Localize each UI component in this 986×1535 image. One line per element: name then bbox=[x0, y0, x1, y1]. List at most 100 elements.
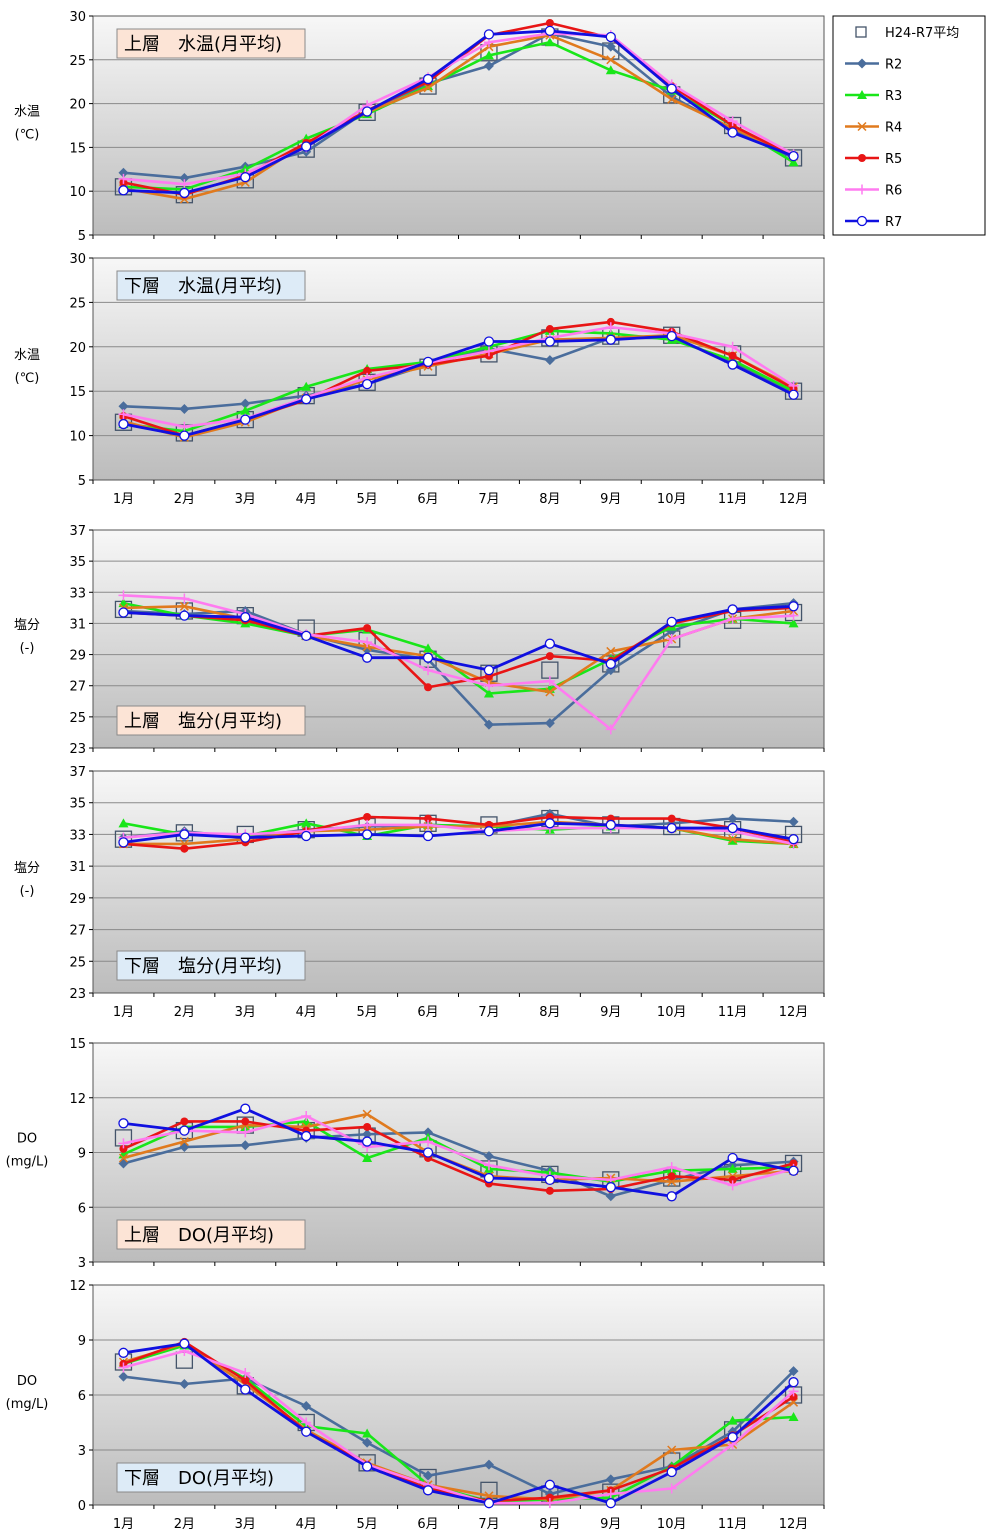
data-point bbox=[789, 1159, 798, 1168]
data-point bbox=[666, 1483, 677, 1494]
x-tick-label: 4月 bbox=[296, 1005, 317, 1020]
data-point bbox=[361, 378, 373, 390]
data-point bbox=[727, 341, 738, 352]
data-point bbox=[179, 1137, 189, 1147]
legend-marker bbox=[857, 121, 867, 132]
data-point bbox=[240, 612, 251, 623]
data-point bbox=[605, 1191, 616, 1202]
data-point bbox=[788, 151, 799, 162]
chart-title-box bbox=[116, 705, 306, 736]
y-axis-label: 水温 bbox=[14, 105, 40, 120]
data-point bbox=[544, 638, 556, 649]
data-point bbox=[544, 25, 556, 37]
y-tick-label: 29 bbox=[69, 649, 86, 664]
series-line bbox=[123, 325, 795, 429]
data-point bbox=[788, 618, 799, 628]
series-line bbox=[123, 32, 795, 180]
series-line bbox=[123, 601, 794, 695]
data-point bbox=[483, 1160, 494, 1171]
data-point bbox=[544, 336, 556, 347]
y-axis-label: (mg/L) bbox=[6, 1397, 49, 1412]
chart-title: 下層 塩分(月平均) bbox=[124, 956, 282, 977]
data-point bbox=[483, 50, 494, 60]
x-tick-label: 11月 bbox=[718, 1517, 748, 1532]
data-point bbox=[240, 172, 251, 183]
data-point bbox=[424, 814, 433, 823]
legend: H24-R7平均 R2 R3 R4 R5 R6 R7 bbox=[832, 15, 986, 236]
data-point bbox=[240, 405, 251, 415]
data-point bbox=[240, 1127, 251, 1138]
data-point bbox=[728, 834, 738, 844]
data-point bbox=[362, 1109, 372, 1119]
data-point bbox=[605, 31, 616, 43]
data-point bbox=[545, 19, 554, 28]
data-point bbox=[788, 157, 799, 167]
x-tick-label: 5月 bbox=[356, 1517, 377, 1532]
series-r7 bbox=[118, 25, 799, 199]
data-point bbox=[118, 818, 129, 828]
data-point bbox=[361, 1136, 373, 1147]
y-tick-label: 10 bbox=[69, 185, 86, 200]
y-tick-label: 23 bbox=[69, 742, 86, 757]
data-point bbox=[118, 837, 129, 848]
data-point bbox=[727, 1180, 738, 1191]
legend-item: R5 bbox=[845, 152, 902, 167]
data-point bbox=[788, 816, 799, 827]
data-point bbox=[301, 1417, 312, 1428]
data-point bbox=[483, 688, 494, 698]
data-point bbox=[788, 380, 799, 391]
data-point bbox=[605, 1182, 616, 1193]
data-point bbox=[727, 1432, 738, 1443]
data-point bbox=[180, 844, 189, 853]
data-point bbox=[727, 127, 738, 138]
chart-title: 上層 水温(月平均) bbox=[124, 34, 282, 55]
series-line bbox=[123, 334, 795, 438]
data-point bbox=[118, 590, 129, 601]
data-point bbox=[180, 1117, 189, 1126]
data-point bbox=[728, 351, 737, 360]
data-point bbox=[240, 1368, 251, 1378]
x-tick-label: 5月 bbox=[356, 492, 377, 507]
x-tick-label: 12月 bbox=[779, 492, 809, 507]
data-point bbox=[301, 141, 312, 152]
series-line bbox=[123, 1342, 795, 1505]
data-point bbox=[361, 652, 373, 663]
data-point bbox=[361, 1461, 373, 1472]
data-point bbox=[301, 630, 312, 642]
y-tick-label: 33 bbox=[69, 586, 86, 601]
x-tick-label: 8月 bbox=[539, 1517, 560, 1532]
data-point bbox=[605, 322, 616, 333]
chart-title: 下層 水温(月平均) bbox=[124, 276, 282, 297]
data-point bbox=[118, 1371, 129, 1382]
series-r7 bbox=[118, 330, 799, 441]
y-axis-label: 水温 bbox=[14, 348, 40, 363]
data-point bbox=[483, 336, 495, 347]
data-point bbox=[544, 818, 556, 829]
data-point bbox=[240, 398, 251, 409]
data-point bbox=[545, 687, 555, 697]
y-tick-label: 12 bbox=[69, 1279, 86, 1294]
series-line bbox=[123, 594, 794, 731]
legend-label: R3 bbox=[885, 89, 902, 104]
data-point bbox=[179, 179, 190, 190]
data-point bbox=[118, 1362, 129, 1373]
data-point bbox=[666, 822, 677, 834]
data-point bbox=[301, 1401, 312, 1411]
x-tick-label: 12月 bbox=[779, 1005, 809, 1020]
y-tick-label: 3 bbox=[78, 1444, 86, 1459]
legend-item: R2 bbox=[845, 58, 902, 73]
data-point bbox=[240, 1140, 251, 1151]
y-tick-label: 23 bbox=[69, 987, 86, 1002]
data-point bbox=[179, 1125, 190, 1136]
data-point bbox=[483, 1172, 495, 1184]
data-point bbox=[363, 1122, 372, 1131]
x-tick-label: 9月 bbox=[600, 1517, 621, 1532]
legend-marker bbox=[857, 58, 867, 69]
data-point bbox=[483, 1459, 494, 1470]
data-point bbox=[544, 1498, 555, 1509]
chart-title: 上層 DO(月平均) bbox=[124, 1225, 274, 1246]
data-point bbox=[605, 334, 616, 345]
data-point bbox=[423, 1136, 434, 1147]
